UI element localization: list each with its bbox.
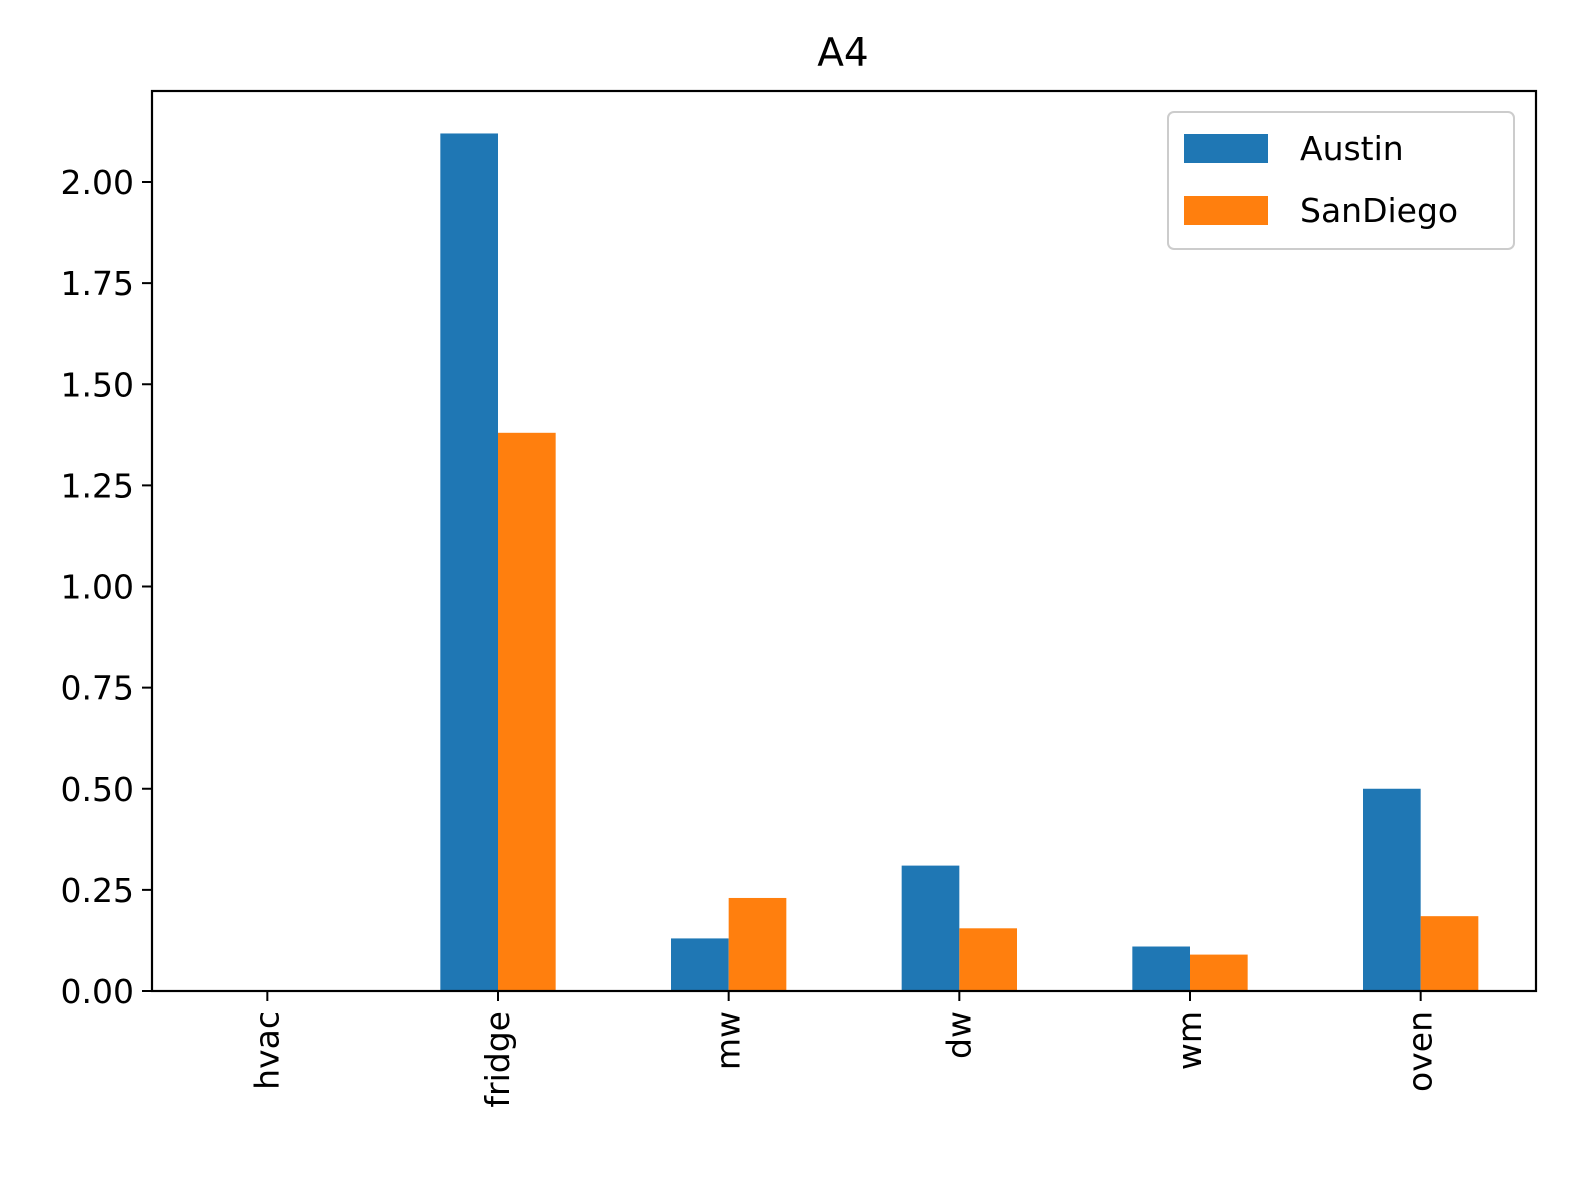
legend-label-austin: Austin — [1300, 129, 1404, 168]
x-tick-label-dw: dw — [939, 1011, 978, 1059]
bar-sandiego-wm — [1190, 954, 1248, 991]
bar-austin-wm — [1132, 946, 1190, 991]
bar-austin-oven — [1363, 788, 1421, 991]
y-tick-label: 0.75 — [61, 669, 134, 708]
bar-sandiego-mw — [728, 897, 787, 991]
y-tick-label: 0.50 — [61, 770, 134, 809]
legend-swatch-sandiego — [1184, 196, 1268, 225]
y-tick-label: 2.00 — [61, 163, 134, 202]
y-tick-label: 1.25 — [61, 466, 134, 505]
legend-swatch-austin — [1184, 134, 1268, 163]
y-tick-label: 1.00 — [61, 568, 134, 607]
axes-layer: 0.00 0.25 0.50 0.75 1.00 1.25 1.50 1.75 2.00 hvac… — [61, 89, 1538, 1108]
x-tick-label-fridge: fridge — [478, 1011, 517, 1108]
y-tick-label: 1.50 — [61, 365, 134, 404]
y-tick-label: 0.00 — [61, 972, 134, 1011]
bar-sandiego-oven — [1420, 916, 1479, 991]
x-tick-label-oven: oven — [1401, 1011, 1440, 1092]
x-tick-label-mw: mw — [709, 1011, 748, 1070]
bars-layer — [440, 133, 1479, 992]
y-tick-label: 0.25 — [61, 871, 134, 910]
bar-austin-fridge — [440, 133, 498, 991]
y-tick-label: 1.75 — [61, 264, 134, 303]
chart-title: A4 — [817, 31, 869, 76]
plot-frame — [150, 89, 1538, 993]
bar-sandiego-fridge — [498, 432, 556, 992]
bar-austin-mw — [671, 938, 729, 991]
x-tick-label-hvac: hvac — [247, 1011, 286, 1090]
x-tick-label-wm: wm — [1170, 1011, 1209, 1070]
bar-sandiego-dw — [959, 928, 1017, 991]
legend-label-sandiego: SanDiego — [1300, 191, 1458, 230]
legend: Austin SanDiego — [1167, 111, 1515, 250]
bar-austin-dw — [901, 865, 960, 991]
